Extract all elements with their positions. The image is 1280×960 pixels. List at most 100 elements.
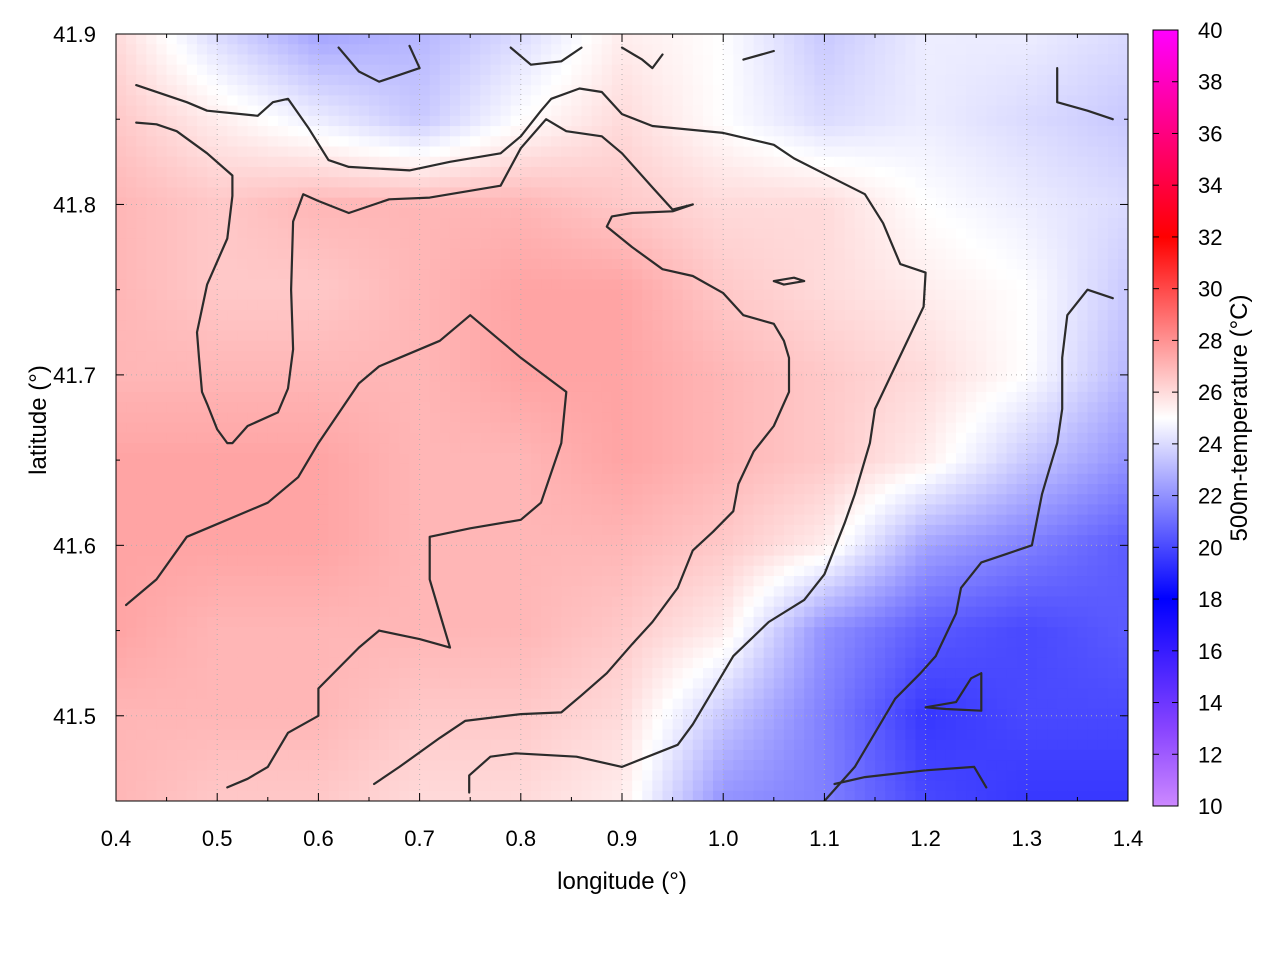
heatmap-cell <box>753 432 765 444</box>
heatmap-cell <box>1036 371 1048 383</box>
heatmap-cell <box>743 105 755 117</box>
heatmap-cell <box>773 126 785 137</box>
heatmap-cell <box>156 443 168 454</box>
heatmap-cell <box>156 524 168 536</box>
heatmap-cell <box>591 535 603 546</box>
heatmap-cell <box>470 483 481 495</box>
heatmap-cell <box>328 177 340 188</box>
heatmap-cell <box>996 85 1008 96</box>
heatmap-cell <box>358 412 370 424</box>
heatmap-cell <box>955 391 967 403</box>
heatmap-cell <box>156 514 168 526</box>
heatmap-cell <box>439 473 451 485</box>
heatmap-cell <box>470 258 481 270</box>
heatmap-cell <box>470 146 481 158</box>
heatmap-cell <box>1047 218 1058 229</box>
heatmap-cell <box>419 34 431 45</box>
heatmap-cell <box>935 535 947 546</box>
heatmap-cell <box>419 218 431 229</box>
heatmap-cell <box>1006 289 1018 301</box>
heatmap-cell <box>935 391 947 403</box>
heatmap-cell <box>652 299 664 311</box>
heatmap-cell <box>672 483 684 495</box>
heatmap-cell <box>642 115 653 127</box>
heatmap-cell <box>358 95 370 107</box>
heatmap-cell <box>338 340 350 352</box>
heatmap-cell <box>277 136 289 148</box>
heatmap-cell <box>500 371 512 383</box>
heatmap-cell <box>571 371 583 383</box>
heatmap-cell <box>864 74 876 86</box>
heatmap-cell <box>500 228 512 240</box>
heatmap-cell <box>298 371 309 383</box>
heatmap-cell <box>794 34 805 45</box>
heatmap-cell <box>1036 299 1048 311</box>
heatmap-cell <box>490 187 502 199</box>
heatmap-cell <box>136 361 147 373</box>
heatmap-cell <box>449 432 461 444</box>
heatmap-cell <box>217 279 228 291</box>
heatmap-cell <box>814 269 825 281</box>
heatmap-cell <box>217 218 228 229</box>
heatmap-cell <box>996 289 1008 301</box>
heatmap-cell <box>955 361 967 373</box>
heatmap-cell <box>520 74 532 86</box>
heatmap-cell <box>541 177 552 188</box>
heatmap-cell <box>318 248 330 260</box>
heatmap-cell <box>510 146 522 158</box>
heatmap-cell <box>318 64 330 76</box>
heatmap-cell <box>895 156 906 168</box>
heatmap-cell <box>753 105 765 117</box>
heatmap-cell <box>470 351 481 362</box>
heatmap-cell <box>1036 494 1048 506</box>
heatmap-cell <box>126 74 137 86</box>
heatmap-cell <box>166 391 178 403</box>
heatmap-cell <box>601 269 613 281</box>
heatmap-cell <box>794 514 805 526</box>
heatmap-cell <box>743 524 755 536</box>
heatmap-cell <box>814 340 825 352</box>
heatmap-cell <box>136 514 147 526</box>
heatmap-cell <box>439 289 451 301</box>
heatmap-cell <box>581 95 593 107</box>
heatmap-cell <box>733 422 745 434</box>
heatmap-cell <box>611 412 623 424</box>
heatmap-cell <box>804 514 815 526</box>
heatmap-cell <box>976 351 987 362</box>
heatmap-cell <box>723 136 734 148</box>
heatmap-cell <box>126 126 137 137</box>
heatmap-cell <box>1087 54 1099 66</box>
heatmap-cell <box>237 504 249 516</box>
heatmap-cell <box>925 54 937 66</box>
heatmap-cell <box>449 64 461 76</box>
heatmap-cell <box>227 238 239 250</box>
heatmap-cell <box>369 391 380 403</box>
heatmap-cell <box>844 207 856 219</box>
heatmap-cell <box>945 218 957 229</box>
heatmap-cell <box>116 64 127 76</box>
heatmap-cell <box>804 177 815 188</box>
heatmap-cell <box>662 412 674 424</box>
heatmap-cell <box>622 85 633 96</box>
heatmap-cell <box>955 146 967 158</box>
heatmap-cell <box>298 156 309 168</box>
heatmap-cell <box>369 105 380 117</box>
heatmap-cell <box>632 269 643 281</box>
heatmap-cell <box>369 228 380 240</box>
heatmap-cell <box>692 494 704 506</box>
heatmap-cell <box>915 361 927 373</box>
heatmap-cell <box>318 74 330 86</box>
heatmap-cell <box>622 402 633 413</box>
heatmap-cell <box>885 44 896 56</box>
heatmap-cell <box>348 136 360 148</box>
heatmap-cell <box>885 330 896 342</box>
heatmap-cell <box>419 74 431 86</box>
heatmap-cell <box>662 432 674 444</box>
heatmap-cell <box>864 402 876 413</box>
heatmap-cell <box>247 473 259 485</box>
heatmap-cell <box>1016 54 1028 66</box>
heatmap-cell <box>277 514 289 526</box>
heatmap-cell <box>176 218 188 229</box>
heatmap-cell <box>1077 248 1089 260</box>
heatmap-cell <box>449 279 461 291</box>
